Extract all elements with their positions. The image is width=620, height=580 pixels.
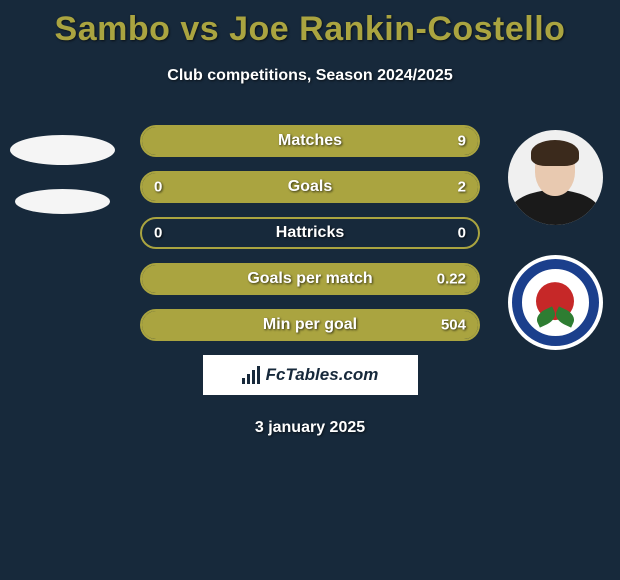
stat-label: Matches bbox=[278, 132, 342, 150]
comparison-content: Matches 9 0 Goals 2 0 Hattricks 0 Goals per matc… bbox=[0, 125, 620, 437]
stat-bar: Matches 9 bbox=[140, 125, 480, 157]
right-player-column bbox=[500, 125, 610, 350]
stat-label: Goals per match bbox=[247, 270, 372, 288]
stat-value-right: 504 bbox=[441, 317, 466, 334]
subtitle: Club competitions, Season 2024/2025 bbox=[0, 67, 620, 85]
stat-value-left: 0 bbox=[154, 179, 162, 196]
stat-bars: Matches 9 0 Goals 2 0 Hattricks 0 Goals per matc… bbox=[140, 125, 480, 341]
stat-label: Hattricks bbox=[276, 224, 344, 242]
stat-value-right: 0 bbox=[458, 225, 466, 242]
left-player-avatar-placeholder bbox=[10, 135, 115, 165]
left-player-column bbox=[0, 125, 125, 214]
chart-icon bbox=[242, 366, 260, 384]
brand-badge: FcTables.com bbox=[203, 355, 418, 395]
stat-bar: 0 Goals 2 bbox=[140, 171, 480, 203]
stat-bar: 0 Hattricks 0 bbox=[140, 217, 480, 249]
brand-text: FcTables.com bbox=[266, 365, 379, 385]
stat-bar: Goals per match 0.22 bbox=[140, 263, 480, 295]
stat-label: Min per goal bbox=[263, 316, 357, 334]
right-club-crest bbox=[508, 255, 603, 350]
right-player-avatar bbox=[508, 130, 603, 225]
stat-value-right: 9 bbox=[458, 133, 466, 150]
page-title: Sambo vs Joe Rankin-Costello bbox=[0, 0, 620, 49]
stat-label: Goals bbox=[288, 178, 332, 196]
date-label: 3 january 2025 bbox=[0, 419, 620, 437]
stat-bar: Min per goal 504 bbox=[140, 309, 480, 341]
stat-value-left: 0 bbox=[154, 225, 162, 242]
stat-value-right: 0.22 bbox=[437, 271, 466, 288]
left-club-crest-placeholder bbox=[15, 189, 110, 214]
stat-value-right: 2 bbox=[458, 179, 466, 196]
